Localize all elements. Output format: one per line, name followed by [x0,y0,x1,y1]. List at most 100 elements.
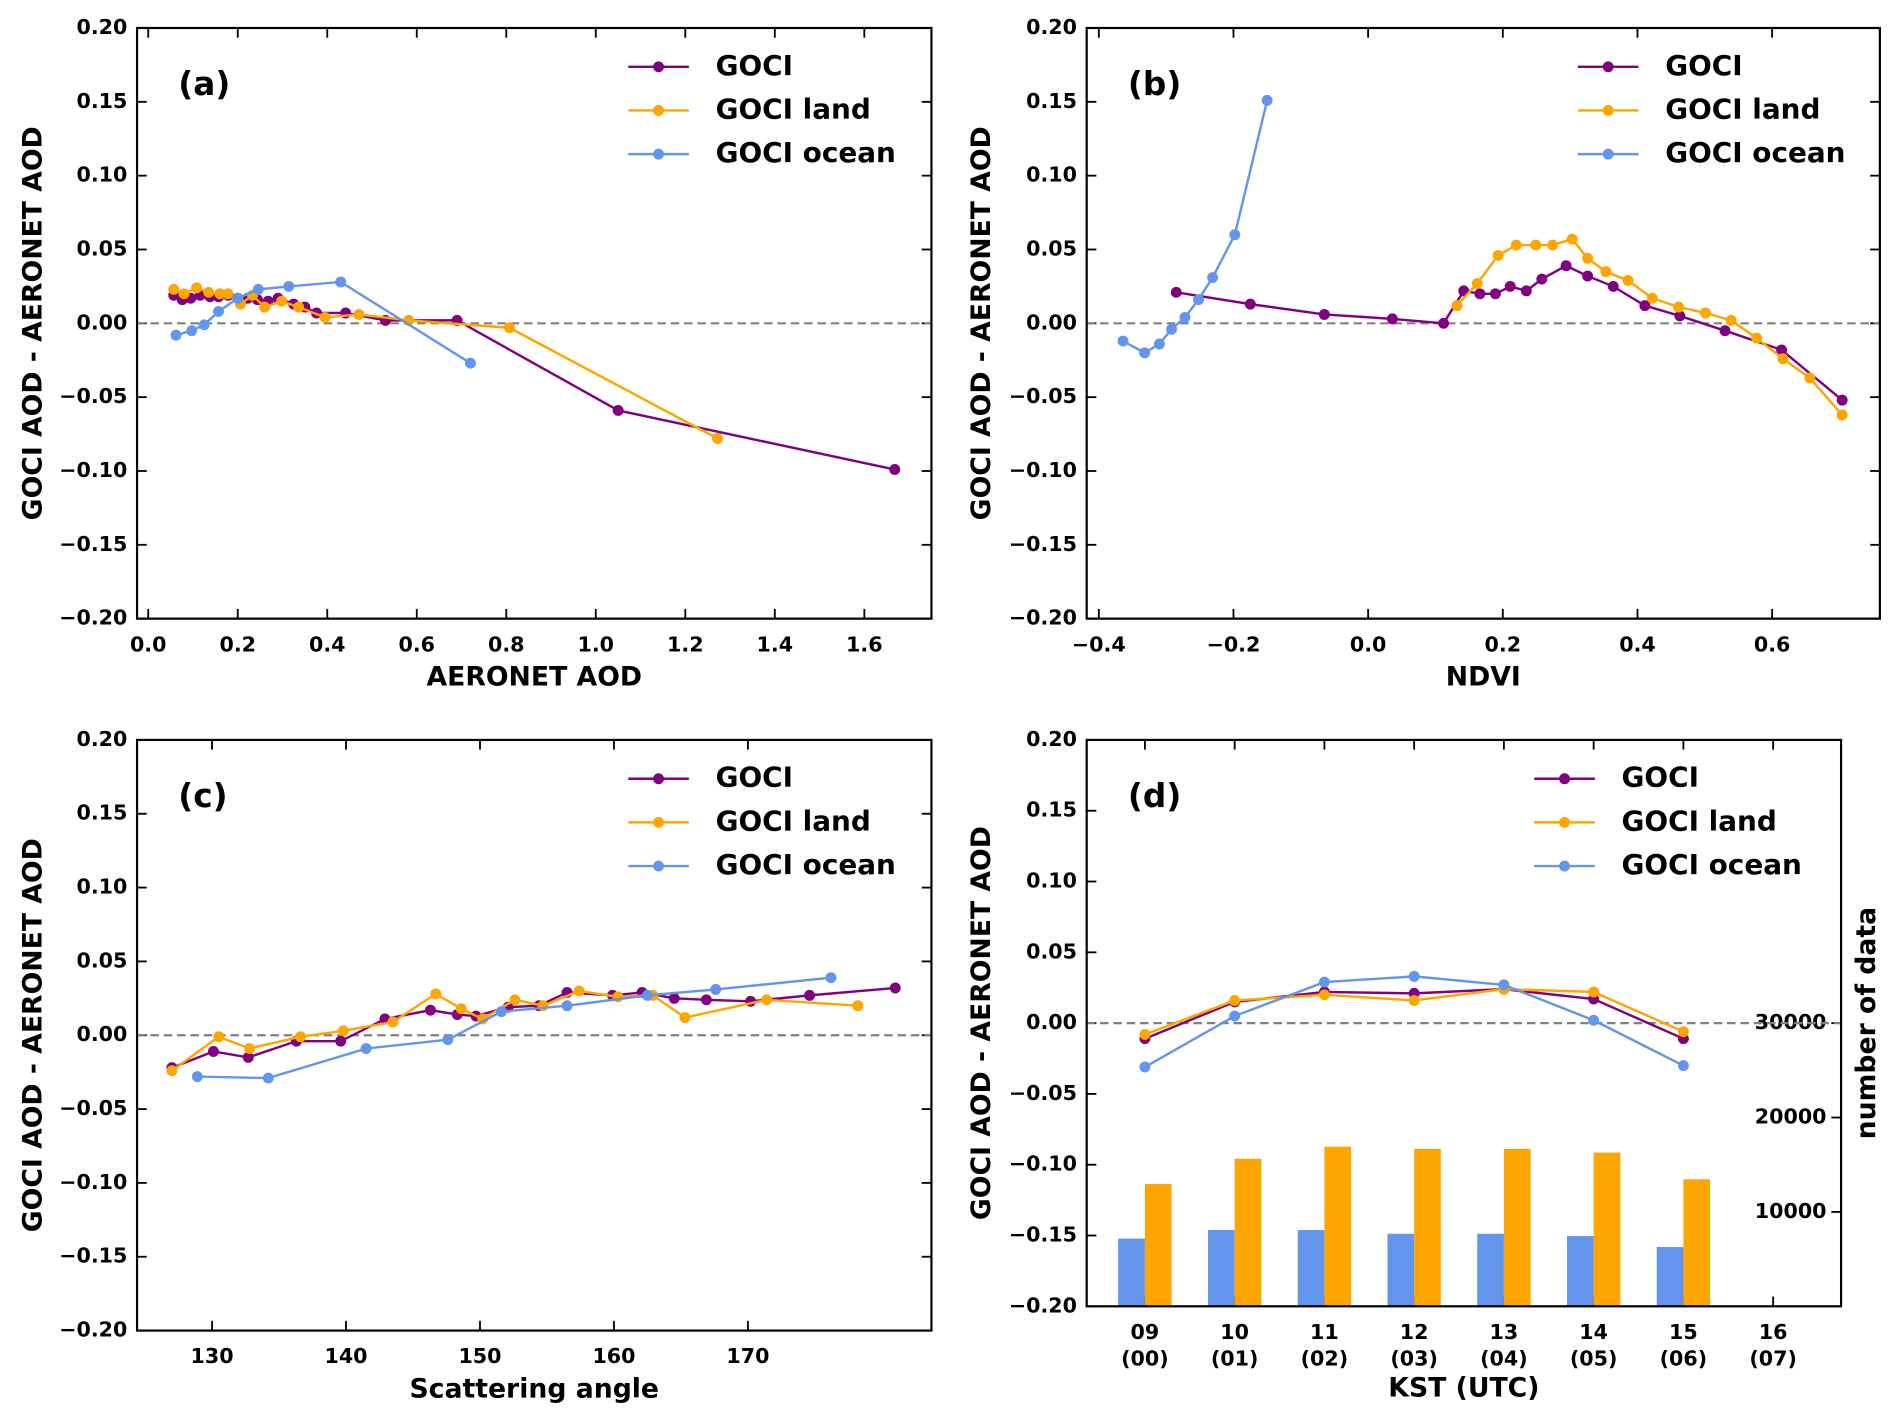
series-marker [207,1046,219,1057]
y-tick-label: −0.15 [59,532,127,556]
legend-marker [1602,148,1614,160]
series-marker [335,276,347,288]
y-tick-label: 0.15 [1026,798,1077,822]
bar [1477,1233,1504,1307]
series-marker [537,1000,549,1012]
series-marker [1622,275,1634,286]
series-marker [1751,332,1763,344]
x-tick-label: 13 [1490,1320,1519,1344]
x-tick-label: 1.4 [757,632,794,656]
legend-label: GOCI [716,761,793,794]
series-marker [1438,317,1450,329]
series-marker [1646,292,1658,304]
legend-marker [1559,860,1570,872]
x-tick-sublabel: (07) [1749,1347,1797,1371]
x-tick-label: 0.4 [309,632,346,656]
y-tick-label: 0.15 [76,801,127,825]
legend-marker [653,773,665,785]
series-marker [1560,260,1572,272]
y-tick-label: 0.00 [1026,1010,1077,1034]
legend-label: GOCI [1622,761,1699,794]
bar [1297,1230,1325,1307]
series-line [173,286,719,440]
series-marker [1117,335,1129,347]
y-tick-label: 0.00 [76,1022,127,1046]
series-marker [1725,314,1737,326]
series-marker [262,1072,274,1084]
series-marker [1776,344,1788,356]
panel-label: (d) [1128,777,1181,815]
series-marker [1588,1014,1600,1026]
series-marker [213,306,224,317]
x-tick-label: 0.2 [219,632,256,656]
series-marker [1700,307,1711,319]
y-tick-label: 0.00 [1026,310,1077,334]
series-marker [641,989,653,1001]
x-tick-label: 1.6 [846,632,883,656]
y-tick-label: 0.10 [76,163,127,187]
series-marker [1777,353,1789,365]
legend-label: GOCI [716,49,793,82]
bar [1207,1230,1235,1307]
x-tick-sublabel: (04) [1480,1347,1528,1371]
y2-tick-label: 30000 [1755,1010,1827,1034]
series-marker [1166,323,1177,335]
series-marker [1474,288,1486,300]
x-tick-label: 12 [1400,1320,1429,1344]
series-marker [259,301,271,313]
series-marker [198,319,210,331]
legend-label: GOCI land [716,92,871,125]
y-tick-label: −0.20 [59,606,127,630]
bar [1118,1238,1145,1307]
y-tick-label: 0.05 [76,948,127,972]
y2-tick-label: 10000 [1755,1199,1827,1223]
axes-frame [1085,26,1881,620]
legend-marker [1559,773,1570,785]
series-marker [387,1016,399,1028]
series-marker [1451,300,1463,312]
series-marker [424,1004,436,1016]
series-line [173,294,896,471]
y-tick-label: 0.10 [1026,163,1077,187]
series-marker [1318,309,1330,320]
series-marker [337,1025,349,1037]
x-tick-sublabel: (06) [1660,1347,1708,1371]
series-marker [1588,986,1600,998]
x-tick-label: 0.6 [1754,632,1791,656]
axes-frame [135,738,933,1332]
x-tick-sublabel: (00) [1121,1347,1169,1371]
series-marker [1244,298,1256,310]
y-tick-label: 0.00 [76,310,127,334]
x-tick-label: 0.8 [488,632,525,656]
series-marker [712,433,723,444]
legend-label: GOCI land [716,804,871,837]
series-marker [1673,301,1685,313]
y-tick-label: −0.05 [1009,384,1077,408]
series-marker [244,1043,256,1054]
series-marker [852,1000,864,1012]
legend-marker [653,61,665,73]
bar [1234,1158,1262,1307]
x-tick-label: −0.4 [1072,632,1126,656]
series-marker [1836,409,1848,421]
y-tick-label: −0.10 [1009,1152,1077,1176]
series-marker [1318,989,1330,1001]
legend-marker [1602,105,1614,116]
y-tick-label: −0.20 [1009,606,1077,630]
bar [1387,1233,1415,1307]
series-marker [1510,239,1522,251]
legend-label: GOCI ocean [716,848,896,881]
series-marker [1498,979,1510,991]
y-axis-label: GOCI AOD - AERONET AOD [17,838,48,1232]
x-tick-label: 15 [1669,1320,1698,1344]
series-marker [1318,976,1330,988]
series-marker [1261,94,1273,106]
axes-frame [135,26,933,620]
bar [1144,1184,1172,1307]
x-tick-label: −0.2 [1207,632,1261,656]
y-tick-label: −0.15 [59,1244,127,1268]
series-marker [242,1051,254,1063]
y-tick-label: 0.20 [1026,15,1077,39]
series-marker [495,1006,507,1018]
series-marker [203,286,215,298]
